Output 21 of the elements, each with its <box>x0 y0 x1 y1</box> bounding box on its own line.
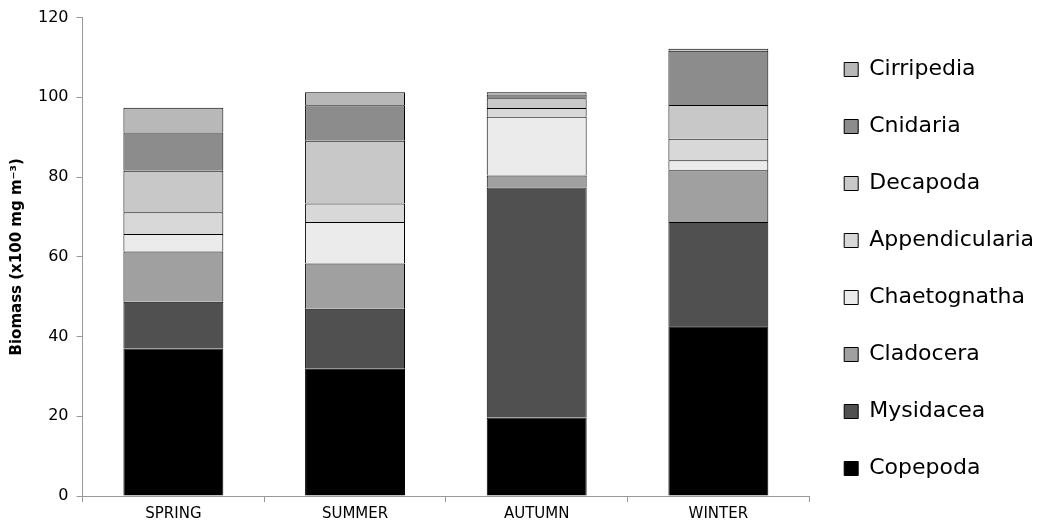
legend-label: Cladocera <box>869 340 980 366</box>
y-tick-label: 100 <box>37 86 69 106</box>
y-tick-label: 20 <box>48 405 69 425</box>
y-tick-label: 120 <box>37 6 69 26</box>
legend-label: Cirripedia <box>869 55 976 81</box>
bar <box>305 368 405 496</box>
y-tick-label: 80 <box>48 166 69 186</box>
legend-label: Chaetognatha <box>869 283 1026 309</box>
x-tick-label: WINTER <box>688 503 749 522</box>
y-tick-label: 0 <box>58 485 69 505</box>
legend-label: Cnidaria <box>869 112 961 138</box>
legend-label: Appendicularia <box>869 226 1035 252</box>
y-tick-label: 60 <box>48 245 69 265</box>
x-tick-label: SPRING <box>145 503 202 522</box>
y-axis-title: Biomass (x100 mg m⁻³) <box>6 158 25 356</box>
y-tick-label: 40 <box>48 325 69 345</box>
legend-label: Decapoda <box>869 169 981 195</box>
x-tick-label: SUMMER <box>321 503 389 522</box>
x-tick-label: AUTUMN <box>503 503 570 522</box>
legend-label: Copepoda <box>869 454 981 480</box>
legend-label: Mysidacea <box>869 397 986 423</box>
